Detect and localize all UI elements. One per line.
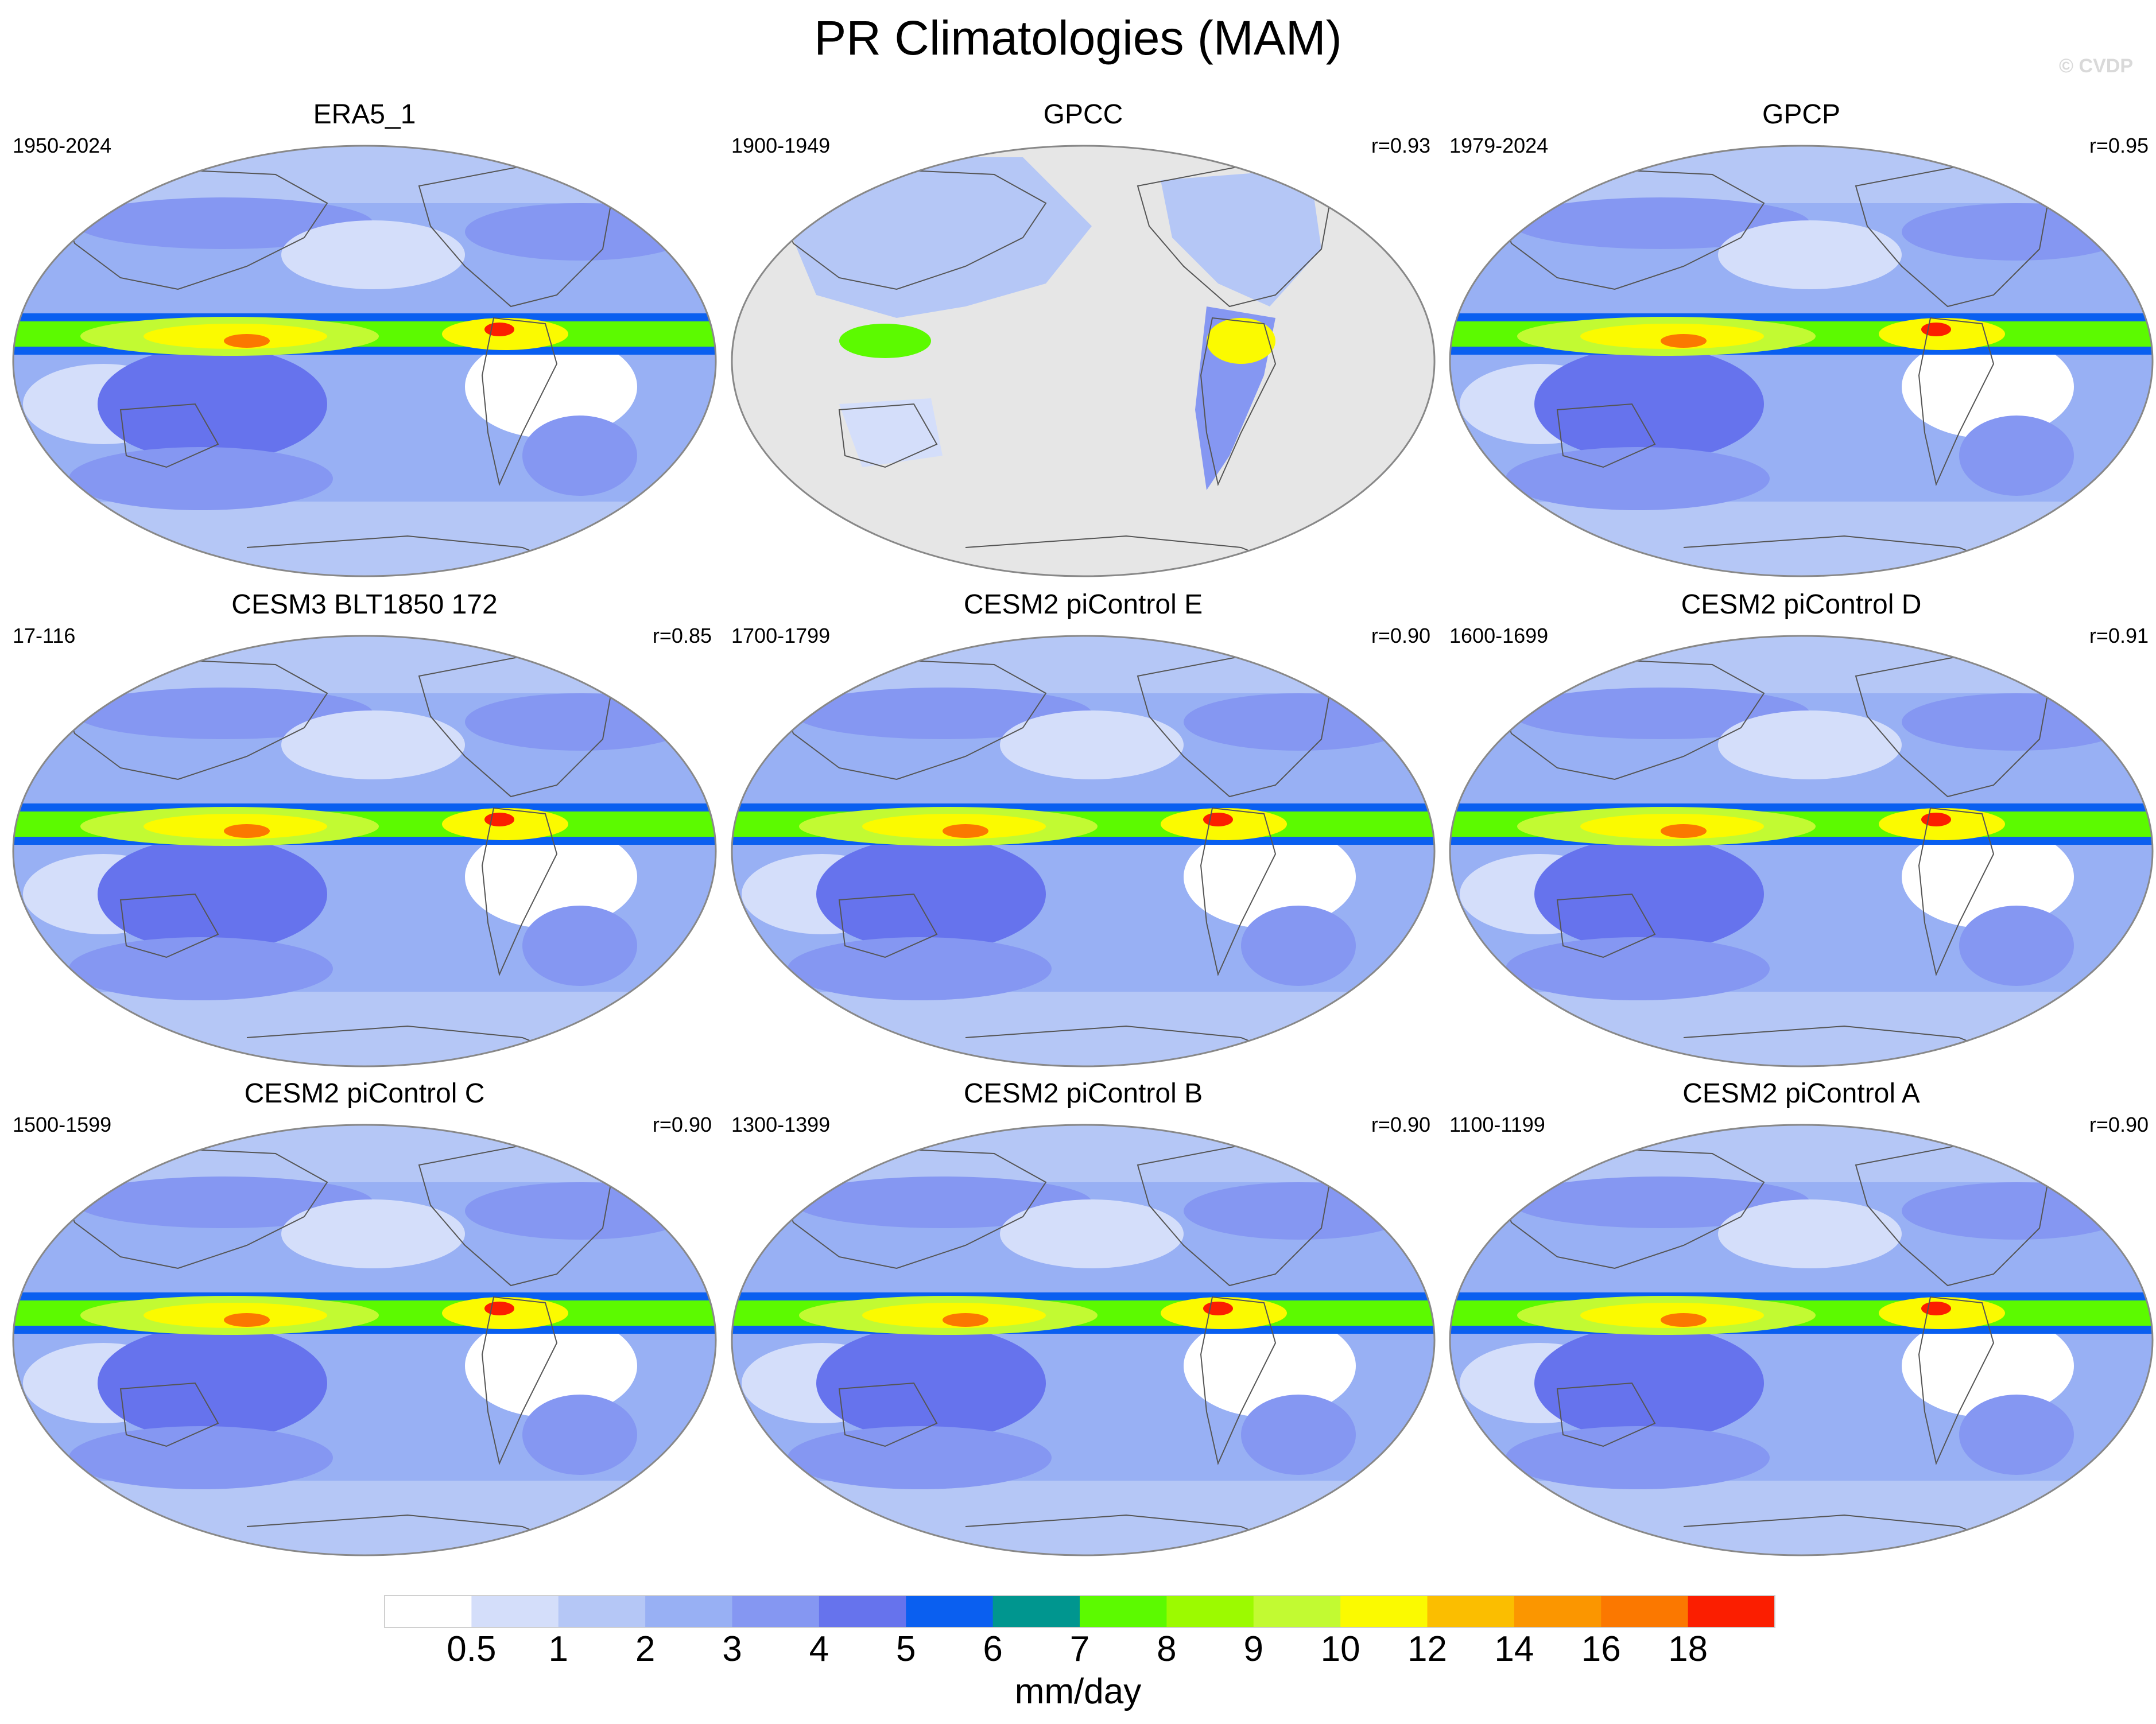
precip-map <box>731 635 1436 1067</box>
colorbar-tick-label: 12 <box>1407 1629 1447 1669</box>
colorbar-swatch <box>1253 1595 1341 1628</box>
map-panel: GPCC 1900-1949 r=0.93 <box>724 98 1442 591</box>
colorbar-swatch <box>558 1595 646 1628</box>
colorbar-swatch <box>732 1595 820 1628</box>
colorbar-tick-label: 8 <box>1157 1629 1177 1669</box>
colorbar-tick-label: 6 <box>983 1629 1003 1669</box>
panel-title: CESM2 piControl D <box>1681 589 1922 620</box>
colorbar-tick-label: 4 <box>809 1629 829 1669</box>
map-panel: CESM2 piControl E 1700-1799 r=0.90 <box>724 588 1442 1081</box>
colorbar-tick-label: 10 <box>1320 1629 1360 1669</box>
map-panel: CESM2 piControl A 1100-1199 r=0.90 <box>1442 1077 2156 1570</box>
colorbar-tick-label: 5 <box>896 1629 916 1669</box>
colorbar-swatch <box>1340 1595 1428 1628</box>
precip-map <box>12 1124 717 1556</box>
map-panel: ERA5_1 1950-2024 <box>6 98 723 591</box>
colorbar-swatch <box>1166 1595 1254 1628</box>
colorbar-tick-label: 0.5 <box>447 1629 497 1669</box>
panel-period: 17-116 <box>13 624 76 647</box>
main-title: PR Climatologies (MAM) <box>814 11 1342 65</box>
map-panel: CESM2 piControl C 1500-1599 r=0.90 <box>6 1077 723 1570</box>
panel-correlation: r=0.85 <box>652 624 712 647</box>
credit-watermark: © CVDP <box>2059 55 2133 77</box>
precip-map <box>1449 145 2154 577</box>
panel-period: 1600-1699 <box>1449 624 1549 647</box>
colorbar-label: mm/day <box>1014 1672 1142 1711</box>
panel-title: CESM2 piControl E <box>963 589 1203 620</box>
precip-map <box>12 145 717 577</box>
precip-map <box>731 1124 1436 1556</box>
colorbar-tick-label: 9 <box>1243 1629 1263 1669</box>
colorbar-swatch <box>471 1595 559 1628</box>
colorbar-tick-label: 7 <box>1069 1629 1090 1669</box>
panel-correlation: r=0.93 <box>1371 134 1430 157</box>
panel-title: CESM2 piControl B <box>963 1078 1203 1109</box>
colorbar-tick-label: 2 <box>635 1629 656 1669</box>
panel-period: 1100-1199 <box>1449 1113 1545 1136</box>
colorbar-tick-label: 3 <box>722 1629 742 1669</box>
precip-map <box>1449 1124 2154 1556</box>
panel-period: 1700-1799 <box>731 624 831 647</box>
colorbar-swatch <box>992 1595 1080 1628</box>
colorbar-swatch <box>1601 1595 1689 1628</box>
colorbar-swatch <box>385 1595 472 1628</box>
colorbar-frame <box>384 1595 1775 1628</box>
panel-period: 1300-1399 <box>731 1113 831 1136</box>
map-panel: CESM3 BLT1850 172 17-116 r=0.85 <box>6 588 723 1081</box>
colorbar-tick-label: 16 <box>1581 1629 1621 1669</box>
colorbar-tick-label: 18 <box>1668 1629 1708 1669</box>
map-panel: CESM2 piControl D 1600-1699 r=0.91 <box>1442 588 2156 1081</box>
colorbar-swatch <box>1514 1595 1602 1628</box>
panel-correlation: r=0.90 <box>652 1113 712 1136</box>
colorbar-tick-label: 1 <box>548 1629 568 1669</box>
precip-map <box>731 145 1436 577</box>
panel-period: 1500-1599 <box>13 1113 112 1136</box>
colorbar-swatch <box>1427 1595 1515 1628</box>
map-panel: CESM2 piControl B 1300-1399 r=0.90 <box>724 1077 1442 1570</box>
precip-map <box>12 635 717 1067</box>
colorbar-swatch <box>645 1595 732 1628</box>
panel-title: GPCP <box>1762 99 1841 130</box>
colorbar-swatch <box>819 1595 906 1628</box>
panel-correlation: r=0.90 <box>1371 624 1430 647</box>
map-panel: GPCP 1979-2024 r=0.95 <box>1442 98 2156 591</box>
panel-correlation: r=0.90 <box>2089 1113 2149 1136</box>
colorbar-swatch <box>1080 1595 1167 1628</box>
panel-period: 1950-2024 <box>13 134 112 157</box>
panel-title: CESM2 piControl C <box>244 1078 485 1109</box>
panel-correlation: r=0.95 <box>2089 134 2149 157</box>
colorbar-swatch <box>906 1595 994 1628</box>
panel-title: GPCC <box>1043 99 1123 130</box>
panel-period: 1900-1949 <box>731 134 831 157</box>
colorbar-tick-label: 14 <box>1494 1629 1534 1669</box>
panel-title: CESM2 piControl A <box>1682 1078 1920 1109</box>
panel-correlation: r=0.91 <box>2089 624 2149 647</box>
panel-title: CESM3 BLT1850 172 <box>231 589 498 620</box>
panel-title: ERA5_1 <box>313 99 416 130</box>
panel-period: 1979-2024 <box>1449 134 1549 157</box>
colorbar-swatch <box>1688 1595 1775 1628</box>
precip-map <box>1449 635 2154 1067</box>
panel-correlation: r=0.90 <box>1371 1113 1430 1136</box>
